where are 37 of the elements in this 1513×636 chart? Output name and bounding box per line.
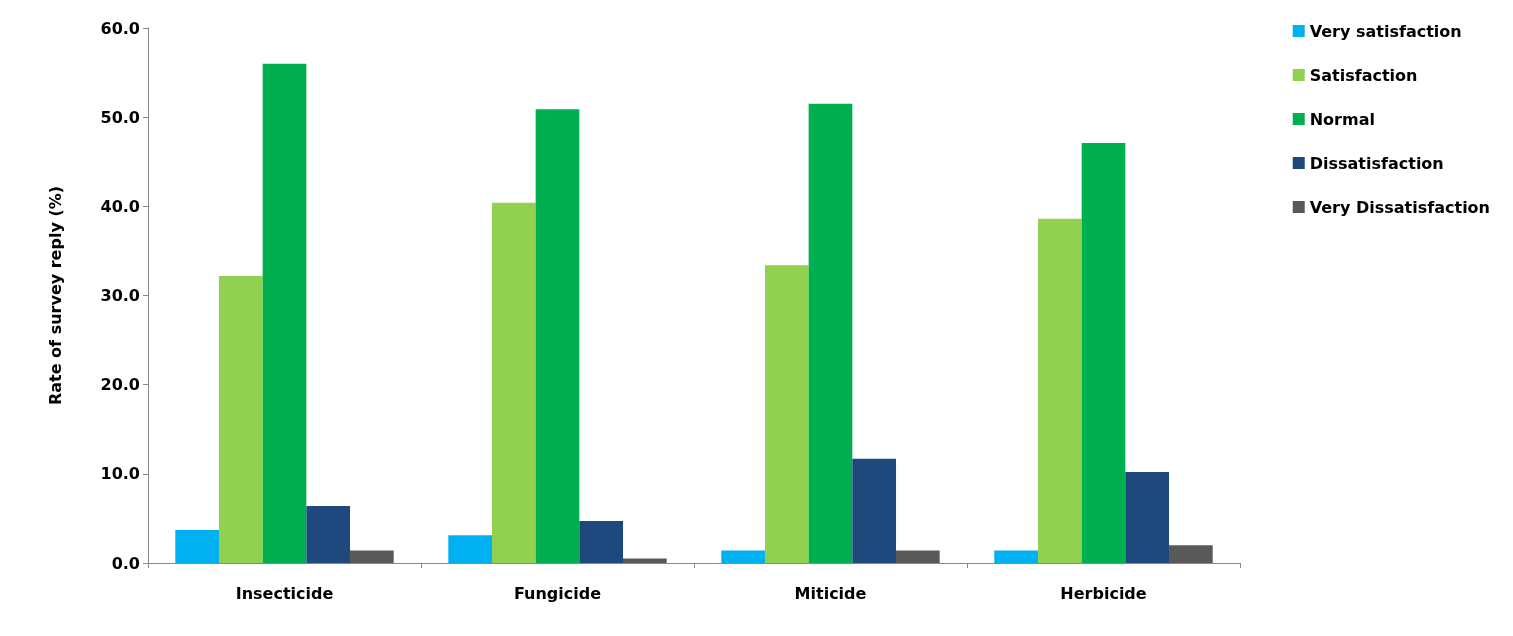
- x-tick-label: Miticide: [794, 583, 867, 603]
- y-tick-label: 30.0: [100, 286, 140, 305]
- y-tick-label: 40.0: [100, 196, 140, 216]
- y-tick-label: 10.0: [100, 464, 140, 484]
- bar: [350, 550, 394, 563]
- bar: [808, 103, 853, 563]
- bar: [896, 550, 940, 563]
- y-tick-label: 50.0: [100, 107, 140, 127]
- legend-label: Dissatisfaction: [1309, 153, 1444, 173]
- bar: [623, 558, 667, 563]
- legend-label: Normal: [1309, 109, 1375, 129]
- bar: [852, 458, 897, 563]
- bar: [721, 550, 765, 563]
- bar: [579, 521, 624, 563]
- legend-label: Satisfaction: [1309, 65, 1418, 85]
- bar: [994, 550, 1038, 563]
- x-tick-label: Fungicide: [513, 583, 602, 603]
- bar: [306, 505, 351, 563]
- bar: [175, 530, 219, 563]
- bar: [1125, 472, 1170, 563]
- y-axis-title: Rate of survey reply (%): [45, 185, 65, 406]
- bar: [1037, 218, 1082, 563]
- legend-label: Very Dissatisfaction: [1309, 197, 1491, 217]
- y-tick-label: 20.0: [100, 375, 140, 395]
- legend-label: Very satisfaction: [1309, 21, 1462, 41]
- y-tick-label: 60.0: [100, 18, 140, 38]
- bar: [764, 265, 809, 563]
- x-tick-label: Herbicide: [1060, 583, 1147, 603]
- bar: [1081, 143, 1126, 563]
- y-tick-label: 0.0: [111, 553, 140, 573]
- bar: [491, 202, 536, 563]
- bar: [535, 109, 580, 563]
- bar: [448, 535, 492, 563]
- bar: [218, 275, 263, 563]
- x-tick-label: Insecticide: [235, 583, 334, 603]
- bar: [262, 63, 307, 563]
- bar: [1169, 545, 1213, 563]
